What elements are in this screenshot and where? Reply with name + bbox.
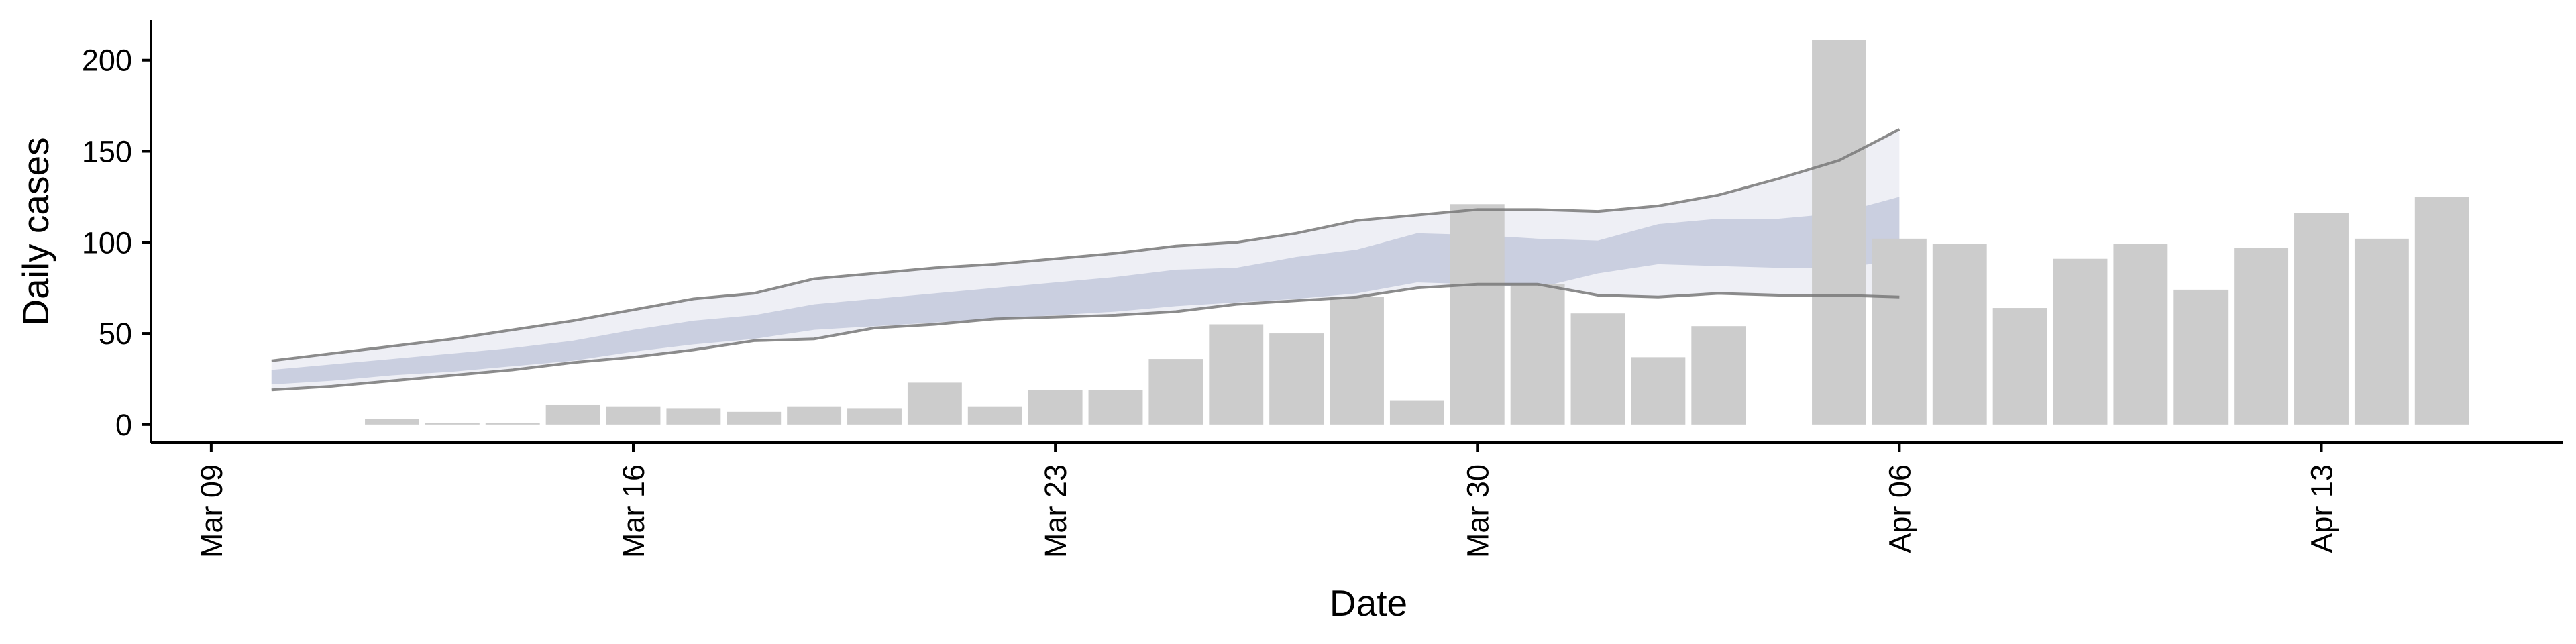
bar xyxy=(1330,297,1384,425)
estimate-lines xyxy=(271,128,1900,392)
bar xyxy=(1570,313,1625,425)
x-tick-label: Mar 09 xyxy=(195,464,229,558)
axes: 0 50 100 150 200 Mar 09 Mar 16 Mar 23 Mar 30 Apr … xyxy=(82,20,2563,558)
bar xyxy=(2414,197,2469,425)
y-tick-label: 100 xyxy=(82,225,132,260)
y-tick-label: 0 xyxy=(115,408,132,442)
bar xyxy=(1691,326,1746,425)
bar xyxy=(2174,289,2229,425)
bars xyxy=(365,40,2469,425)
bar xyxy=(847,408,902,425)
bar xyxy=(545,404,600,425)
bar xyxy=(2294,213,2349,425)
bar xyxy=(1812,40,1866,425)
bar xyxy=(2053,258,2108,425)
x-tick-label: Mar 16 xyxy=(616,464,651,558)
x-tick-label: Apr 13 xyxy=(2305,464,2339,553)
bar xyxy=(606,406,661,425)
x-tick-label: Apr 06 xyxy=(1882,464,1917,553)
bar xyxy=(1028,390,1083,425)
bar xyxy=(1631,357,1686,425)
bar xyxy=(485,423,540,425)
bar xyxy=(365,419,419,425)
lower-bound-line xyxy=(271,282,1900,392)
bar xyxy=(1148,359,1203,425)
upper-bound-line xyxy=(271,128,1900,362)
bar xyxy=(1872,238,1927,425)
bar xyxy=(425,423,480,425)
bar xyxy=(907,382,962,425)
bar xyxy=(666,408,721,425)
bar xyxy=(1269,333,1324,425)
bar xyxy=(1510,284,1565,425)
x-tick-label: Mar 30 xyxy=(1460,464,1495,558)
y-tick-label: 50 xyxy=(99,317,132,351)
bar xyxy=(727,411,782,425)
bar xyxy=(967,406,1022,425)
bar xyxy=(1932,244,1987,425)
y-tick-label: 200 xyxy=(82,44,132,78)
bar xyxy=(1389,400,1444,425)
estimate-bands xyxy=(271,129,1900,390)
bar xyxy=(1992,308,2047,425)
bar xyxy=(787,406,842,425)
bar xyxy=(1088,390,1143,425)
bar xyxy=(2234,248,2289,425)
x-axis-title: Date xyxy=(1330,582,1407,624)
bar xyxy=(2354,238,2409,425)
y-tick-label: 150 xyxy=(82,135,132,169)
bar xyxy=(2113,244,2168,425)
x-tick-label: Mar 23 xyxy=(1038,464,1073,558)
bar xyxy=(1450,204,1505,425)
y-axis-title: Daily cases xyxy=(15,137,56,325)
bar xyxy=(1209,324,1264,425)
